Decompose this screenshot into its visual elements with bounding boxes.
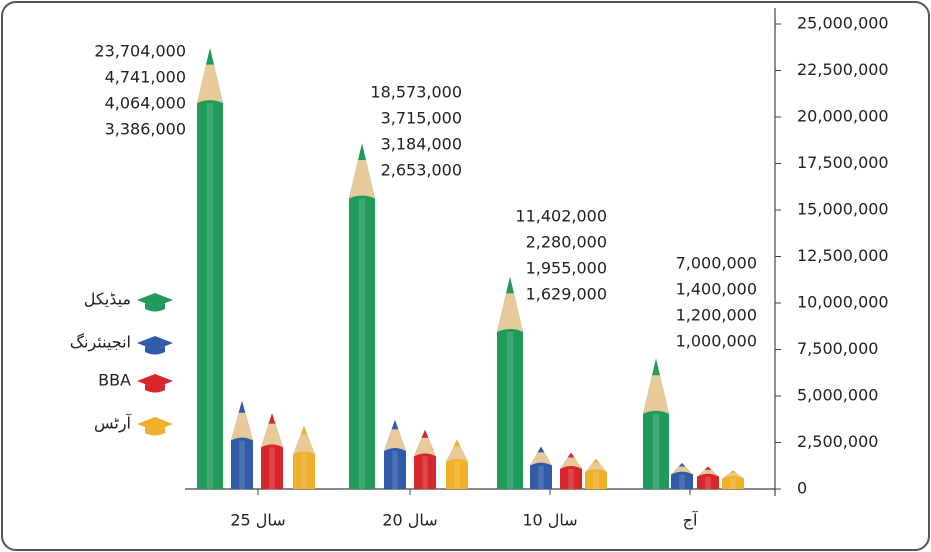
y-tick-label: 15,000,000: [797, 200, 889, 219]
pencil-stripe: [359, 199, 366, 489]
pencil-stripe: [239, 440, 245, 489]
pencil-stripe: [422, 456, 428, 489]
value-label: 1,629,000: [526, 285, 607, 304]
pencil-stripe: [679, 475, 685, 489]
y-tick-label: 7,500,000: [797, 339, 878, 358]
pencil-stripe: [269, 447, 275, 489]
x-tick-label: 25 سال: [230, 511, 285, 530]
chart: 0 2,500,000 5,000,000 7,500,000 10,000,000 12…: [0, 0, 931, 552]
legend-label: BBA: [98, 371, 131, 390]
pencil-stripe: [392, 451, 398, 489]
value-label: 2,280,000: [526, 233, 607, 252]
value-label: 1,000,000: [676, 332, 757, 351]
y-tick-label: 25,000,000: [797, 14, 889, 33]
value-label: 3,184,000: [381, 135, 462, 154]
y-tick-label: 5,000,000: [797, 386, 878, 405]
value-label: 23,704,000: [94, 42, 186, 61]
y-tick-label: 17,500,000: [797, 153, 889, 172]
y-tick-label: 12,500,000: [797, 246, 889, 265]
legend-label: انجینئرنگ: [70, 333, 131, 353]
value-label: 4,741,000: [105, 68, 186, 87]
value-label: 3,386,000: [105, 120, 186, 139]
y-tick-label: 10,000,000: [797, 293, 889, 312]
value-label: 18,573,000: [370, 83, 462, 102]
legend-label: میڈیکل: [84, 290, 131, 309]
value-label: 1,400,000: [676, 280, 757, 299]
pencil-stripe: [593, 472, 599, 489]
y-tick-label: 20,000,000: [797, 107, 889, 126]
pencil-stripe: [538, 466, 544, 489]
pencil-stripe: [454, 462, 460, 489]
pencil-stripe: [568, 469, 574, 489]
pencil-stripe: [301, 454, 307, 489]
value-label: 7,000,000: [676, 254, 757, 273]
y-tick-label: 0: [797, 479, 807, 498]
pencil-stripe: [653, 414, 660, 489]
value-label: 11,402,000: [515, 207, 607, 226]
x-tick-label: 20 سال: [382, 511, 437, 530]
pencil-stripe: [507, 332, 514, 489]
x-tick-label: 10 سال: [522, 511, 577, 530]
pencil-stripe: [705, 477, 711, 489]
value-label: 2,653,000: [381, 161, 462, 180]
legend-label: آرٹس: [94, 414, 133, 434]
y-tick-label: 2,500,000: [797, 432, 878, 451]
x-tick-label: آج: [683, 511, 699, 531]
value-label: 3,715,000: [381, 109, 462, 128]
value-label: 1,955,000: [526, 259, 607, 278]
y-tick-label: 22,500,000: [797, 60, 889, 79]
pencil-stripe: [207, 103, 214, 489]
value-label: 1,200,000: [676, 306, 757, 325]
value-label: 4,064,000: [105, 94, 186, 113]
pencil-stripe: [730, 479, 736, 489]
